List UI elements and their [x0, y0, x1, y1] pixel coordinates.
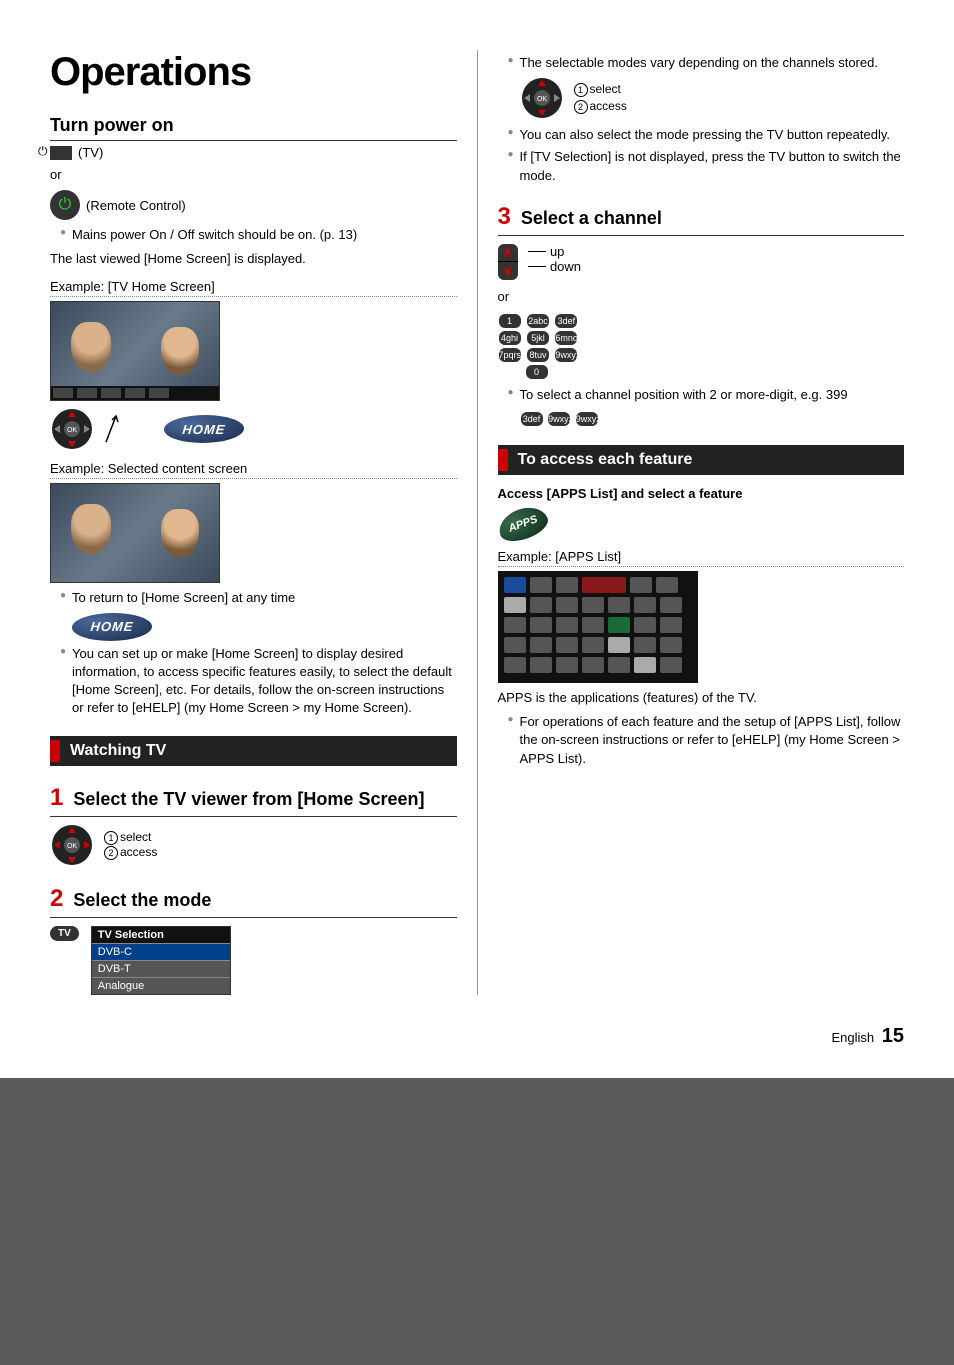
tv-selection-option: DVB-C [92, 943, 230, 960]
step2-header: 2 Select the mode [50, 885, 457, 918]
numkey: 9wxyz [555, 348, 577, 362]
home-dpad-row: OK HOME [50, 407, 457, 451]
bullet-setup-home: You can set up or make [Home Screen] to … [50, 645, 457, 718]
tv-selection-option: Analogue [92, 977, 230, 994]
numkey: 1 [499, 314, 521, 328]
tv-home-screenshot [50, 301, 220, 401]
bullet-multi-digit: To select a channel position with 2 or m… [498, 386, 905, 426]
numkey: 7pqrs [499, 348, 521, 362]
numkey: 5jkl [527, 331, 549, 345]
watching-tv-header: Watching TV [50, 736, 457, 766]
access-feature-title: To access each feature [518, 451, 693, 469]
remote-label: (Remote Control) [86, 198, 186, 213]
last-viewed-text: The last viewed [Home Screen] is display… [50, 250, 457, 268]
step1-header: 1 Select the TV viewer from [Home Screen… [50, 784, 457, 817]
channel-updown-labels: up down [528, 244, 581, 274]
bullet-if-tvsel: If [TV Selection] is not displayed, pres… [498, 148, 905, 184]
tv-label: (TV) [78, 145, 103, 160]
dpad-labels: 1select 2access [104, 830, 157, 860]
page-footer: English 15 [50, 1025, 904, 1048]
bullet-also-tv-button: You can also select the mode pressing th… [498, 126, 905, 144]
or-text-2: or [498, 288, 905, 306]
circled-1-icon: 1 [104, 831, 118, 845]
or-text-1: or [50, 166, 457, 184]
dpad-icon: OK [50, 407, 94, 451]
step1-title: Select the TV viewer from [Home Screen] [73, 789, 424, 810]
circled-1-icon: 1 [574, 83, 588, 97]
numkey: 2abc [527, 314, 549, 328]
dpad-icon-3: OK [520, 76, 564, 120]
numkey: 8tuv [527, 348, 549, 362]
step3-header: 3 Select a channel [498, 203, 905, 236]
select-label: select [120, 830, 151, 844]
numkey: 6mno [555, 331, 577, 345]
access-feature-header: To access each feature [498, 445, 905, 475]
footer-language: English [831, 1030, 874, 1045]
tv-badge: TV [50, 926, 79, 941]
svg-text:OK: OK [67, 427, 77, 434]
channel-updown-icon: ∧ ∨ [498, 244, 518, 280]
step2-number: 2 [50, 885, 63, 913]
footer-page-number: 15 [882, 1025, 904, 1047]
left-column: Operations Turn power on (TV) or ⏻ (Remo… [50, 50, 457, 995]
numkey: 4ghi [499, 331, 521, 345]
step1-number: 1 [50, 784, 63, 812]
tv-selection-header: TV Selection [92, 927, 230, 943]
access-label: access [120, 845, 157, 859]
bullet-modes-vary-text: The selectable modes vary depending on t… [520, 55, 878, 70]
example-tv-home-label: Example: [TV Home Screen] [50, 279, 457, 297]
dpad-icon-2: OK [50, 823, 94, 867]
down-label: down [550, 259, 581, 274]
svg-text:OK: OK [536, 96, 546, 103]
bullet-return-home: To return to [Home Screen] at any time H… [50, 589, 457, 641]
tv-selection-box: TV Selection DVB-C DVB-T Analogue [91, 926, 231, 995]
main-title: Operations [50, 50, 457, 95]
apps-list-screenshot [498, 571, 698, 683]
tv-power-icon [50, 146, 72, 160]
home-button-pill: HOME [163, 415, 246, 443]
numkey-example: 3def [521, 412, 543, 426]
watching-tv-title: Watching TV [70, 742, 166, 760]
up-label: up [550, 244, 564, 259]
bullet-apps-operations: For operations of each feature and the s… [498, 713, 905, 768]
svg-text:OK: OK [67, 843, 77, 850]
example-selected-label: Example: Selected content screen [50, 461, 457, 479]
bullet-multi-digit-text: To select a channel position with 2 or m… [520, 387, 848, 402]
power-icon: ⏻ [50, 190, 80, 220]
step1-dpad-row: OK 1select 2access [50, 823, 457, 867]
bullet-modes-vary: The selectable modes vary depending on t… [498, 54, 905, 120]
home-button-pill-2: HOME [71, 613, 154, 641]
bullet-return-text: To return to [Home Screen] at any time [72, 590, 295, 605]
step2-title: Select the mode [73, 890, 211, 911]
circled-2-icon: 2 [104, 846, 118, 860]
right-column: The selectable modes vary depending on t… [498, 50, 905, 995]
arrow-icon [104, 414, 154, 444]
select-label-r: select [590, 82, 621, 96]
remote-power-line: ⏻ (Remote Control) [50, 190, 457, 220]
numkey-example: 9wxyz [548, 412, 570, 426]
step3-number: 3 [498, 203, 511, 231]
circled-2-icon: 2 [574, 100, 588, 114]
access-label-r: access [590, 99, 627, 113]
numkey: 0 [526, 365, 548, 379]
tv-selection-option: DVB-T [92, 960, 230, 977]
number-keys-block: 1 2abc 3def 4ghi 5jkl 6mno 7pqrs 8tuv 9w… [498, 312, 905, 380]
section-turn-power-on: Turn power on [50, 115, 457, 141]
manual-page: Operations Turn power on (TV) or ⏻ (Remo… [0, 0, 954, 1078]
apps-desc: APPS is the applications (features) of t… [498, 689, 905, 707]
tv-power-line: (TV) [50, 145, 457, 160]
numkey-example: 9wxyz [576, 412, 598, 426]
selected-content-screenshot [50, 483, 220, 583]
numkey: 3def [555, 314, 577, 328]
step3-title: Select a channel [521, 208, 662, 229]
access-apps-subhead: Access [APPS List] and select a feature [498, 485, 905, 503]
bullet-mains-power: Mains power On / Off switch should be on… [50, 226, 457, 244]
column-divider [477, 50, 478, 995]
example-apps-label: Example: [APPS List] [498, 549, 905, 567]
dpad-labels-r: 1select 2access [574, 81, 627, 115]
apps-button-pill: APPS [494, 501, 551, 546]
